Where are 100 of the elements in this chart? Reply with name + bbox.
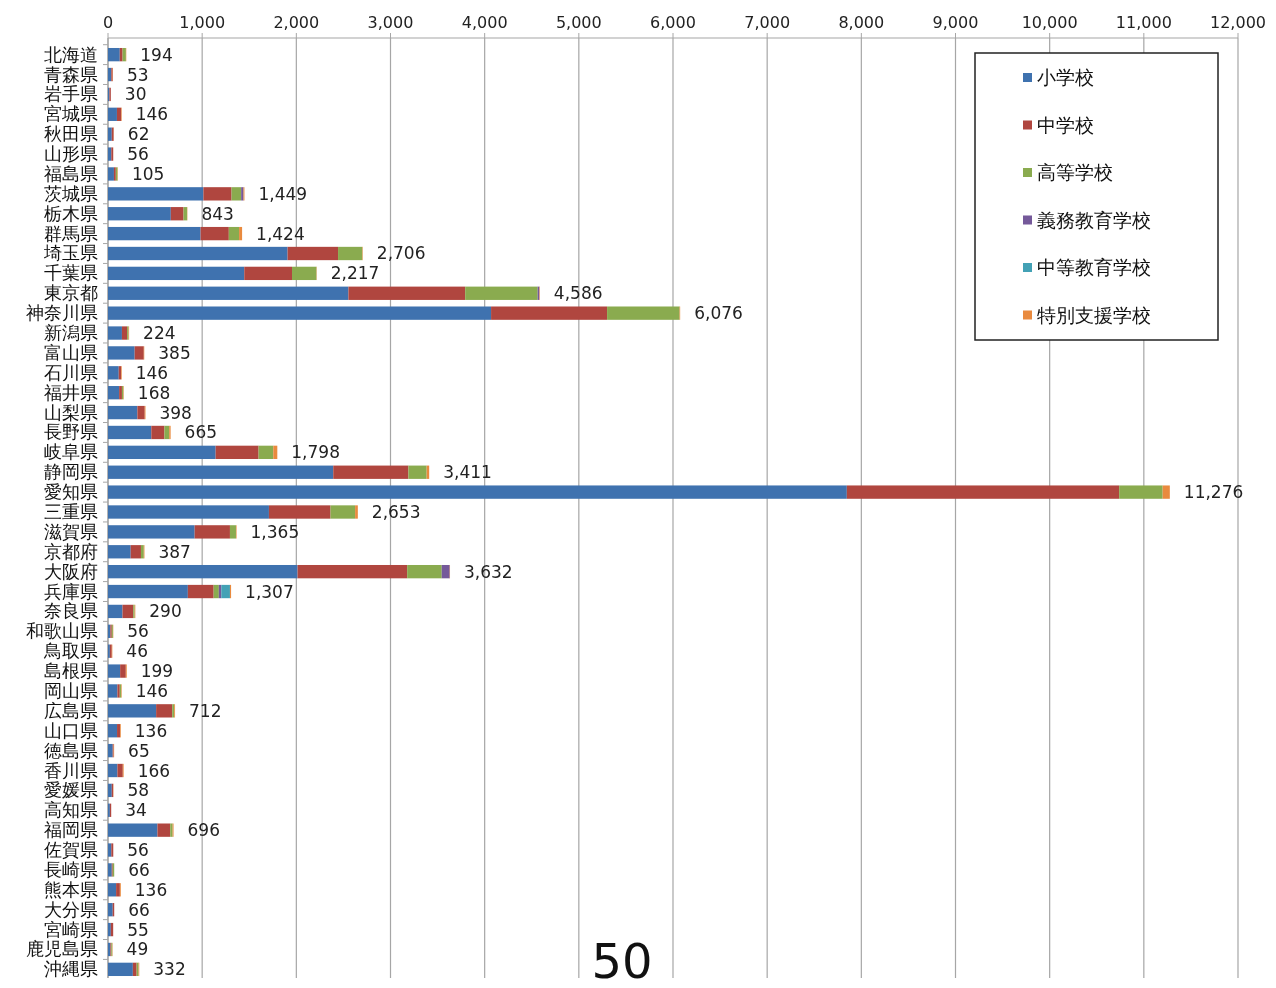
y-tick-label: 佐賀県 bbox=[44, 839, 98, 861]
total-label: 136 bbox=[134, 720, 168, 741]
y-tick-label: 宮崎県 bbox=[44, 918, 98, 940]
total-label: 1,798 bbox=[291, 442, 340, 463]
y-tick-label: 奈良県 bbox=[44, 600, 98, 622]
y-tick-label: 福岡県 bbox=[44, 819, 98, 841]
total-label: 62 bbox=[127, 124, 150, 145]
y-tick-label: 愛知県 bbox=[44, 481, 98, 503]
y-tick-label: 岐阜県 bbox=[44, 441, 98, 463]
y-tick-label: 山梨県 bbox=[44, 401, 98, 423]
y-tick-label: 群馬県 bbox=[44, 222, 98, 244]
total-label: 224 bbox=[143, 323, 176, 344]
total-label: 199 bbox=[140, 661, 174, 682]
total-label: 49 bbox=[126, 939, 149, 960]
y-tick-label: 神奈川県 bbox=[26, 302, 98, 324]
y-tick-label: 三重県 bbox=[44, 501, 98, 522]
total-label: 136 bbox=[134, 879, 168, 900]
y-tick-label: 鳥取県 bbox=[43, 640, 98, 662]
total-label: 34 bbox=[125, 800, 147, 821]
y-tick-label: 茨城県 bbox=[44, 182, 98, 204]
total-label: 387 bbox=[158, 541, 191, 562]
x-tick-label: 1,000 bbox=[179, 13, 226, 32]
y-tick-label: 島根県 bbox=[44, 660, 98, 682]
x-tick-label: 7,000 bbox=[744, 13, 791, 32]
total-label: 843 bbox=[201, 203, 234, 224]
legend-label: 中等教育学校 bbox=[1037, 256, 1151, 278]
x-tick-label: 11,000 bbox=[1115, 13, 1172, 32]
y-tick-label: 岡山県 bbox=[44, 679, 98, 701]
y-tick-label: 鹿児島県 bbox=[26, 938, 98, 960]
y-tick-label: 東京都 bbox=[44, 282, 98, 304]
total-label: 56 bbox=[127, 144, 149, 165]
y-tick-label: 青森県 bbox=[44, 63, 98, 85]
y-tick-label: 兵庫県 bbox=[44, 580, 98, 602]
y-tick-label: 北海道 bbox=[44, 43, 98, 65]
y-tick-label: 京都府 bbox=[44, 540, 98, 562]
y-tick-label: 大分県 bbox=[44, 898, 98, 920]
total-label: 56 bbox=[127, 840, 149, 861]
x-tick-label: 4,000 bbox=[461, 13, 508, 32]
total-label: 30 bbox=[124, 84, 147, 105]
total-label: 146 bbox=[135, 680, 169, 701]
total-label: 55 bbox=[127, 919, 149, 940]
y-tick-label: 埼玉県 bbox=[43, 242, 98, 264]
total-label: 4,586 bbox=[553, 283, 603, 304]
y-tick-label: 岩手県 bbox=[44, 83, 98, 105]
y-tick-label: 栃木県 bbox=[44, 202, 98, 224]
x-tick-label: 5,000 bbox=[555, 13, 602, 32]
total-label: 290 bbox=[149, 601, 182, 622]
total-label: 46 bbox=[126, 641, 148, 662]
y-tick-label: 石川県 bbox=[44, 361, 98, 383]
total-label: 6,076 bbox=[694, 303, 743, 324]
total-label: 66 bbox=[128, 899, 150, 920]
y-tick-label: 山形県 bbox=[44, 143, 98, 165]
y-tick-label: 福島県 bbox=[44, 162, 98, 184]
x-tick-label: 9,000 bbox=[932, 13, 979, 32]
x-tick-label: 6,000 bbox=[650, 13, 696, 32]
total-label: 712 bbox=[189, 700, 222, 721]
total-label: 56 bbox=[127, 621, 149, 642]
total-label: 2,706 bbox=[376, 243, 426, 264]
total-label: 65 bbox=[128, 740, 150, 761]
legend-label: 中学校 bbox=[1037, 113, 1094, 136]
total-label: 3,632 bbox=[464, 561, 513, 582]
x-tick-label: 10,000 bbox=[1021, 13, 1078, 32]
y-tick-label: 和歌山県 bbox=[26, 620, 98, 642]
y-tick-label: 長野県 bbox=[44, 421, 98, 443]
x-tick-label: 2,000 bbox=[273, 13, 320, 32]
x-tick-label: 3,000 bbox=[367, 13, 414, 32]
total-label: 1,449 bbox=[258, 183, 308, 204]
y-tick-label: 山口県 bbox=[44, 719, 98, 741]
x-tick-label: 12,000 bbox=[1210, 13, 1266, 32]
total-label: 58 bbox=[127, 780, 150, 801]
total-label: 2,217 bbox=[330, 263, 380, 284]
total-label: 168 bbox=[137, 382, 171, 403]
total-label: 194 bbox=[140, 44, 173, 65]
legend-label: 高等学校 bbox=[1037, 161, 1113, 183]
y-tick-label: 福井県 bbox=[44, 381, 98, 403]
total-label: 665 bbox=[184, 422, 218, 443]
y-tick-label: 高知県 bbox=[44, 799, 98, 821]
total-label: 146 bbox=[135, 362, 169, 383]
y-tick-label: 長崎県 bbox=[44, 858, 98, 880]
legend-label: 義務教育学校 bbox=[1037, 208, 1151, 231]
annotation: 50 bbox=[591, 933, 653, 988]
total-label: 105 bbox=[131, 163, 165, 184]
total-label: 53 bbox=[126, 64, 149, 85]
y-tick-label: 沖縄県 bbox=[44, 958, 98, 980]
total-label: 11,276 bbox=[1183, 482, 1244, 503]
total-label: 332 bbox=[153, 959, 186, 980]
total-label: 385 bbox=[158, 342, 191, 363]
x-tick-label: 8,000 bbox=[838, 13, 885, 32]
total-label: 166 bbox=[137, 760, 171, 781]
legend-label: 小学校 bbox=[1037, 66, 1094, 88]
total-label: 1,365 bbox=[250, 521, 300, 542]
total-label: 66 bbox=[128, 859, 150, 880]
total-label: 3,411 bbox=[443, 462, 492, 483]
y-tick-label: 滋賀県 bbox=[44, 520, 98, 542]
y-tick-label: 熊本県 bbox=[44, 878, 98, 900]
y-tick-label: 静岡県 bbox=[44, 461, 98, 483]
legend-label: 特別支援学校 bbox=[1037, 303, 1151, 326]
y-tick-label: 宮城県 bbox=[44, 103, 98, 125]
y-tick-label: 広島県 bbox=[44, 699, 98, 721]
y-tick-label: 香川県 bbox=[44, 759, 98, 781]
